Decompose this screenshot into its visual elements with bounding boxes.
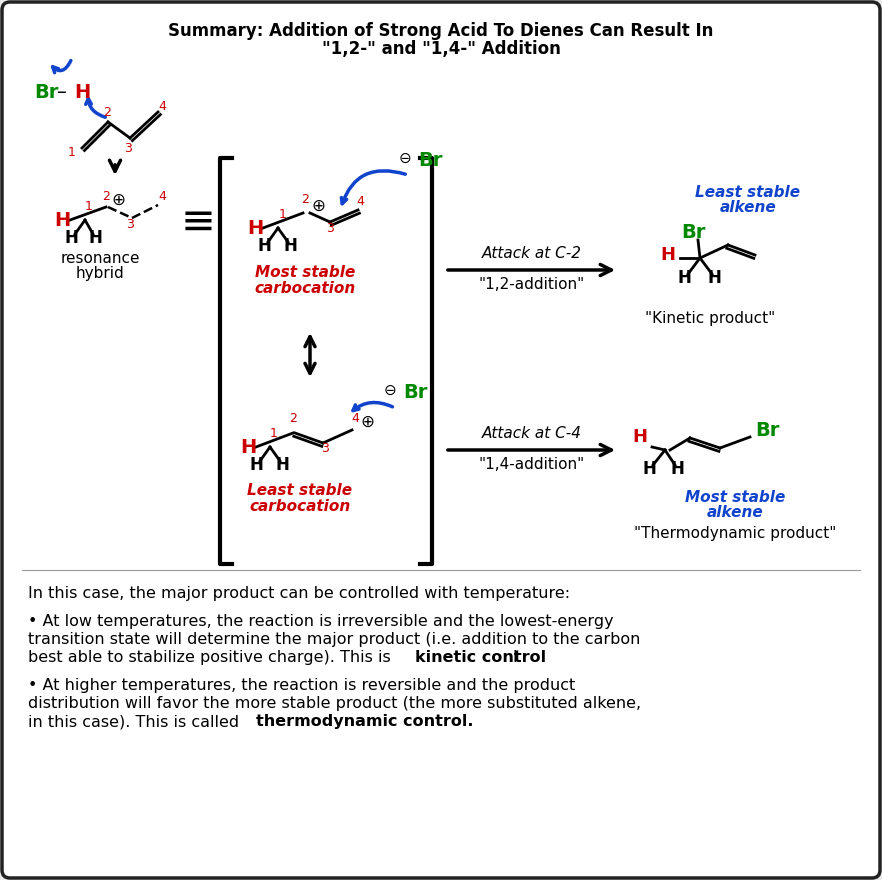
Text: 1: 1 xyxy=(270,427,278,440)
Text: ≡: ≡ xyxy=(181,201,215,243)
Text: 3: 3 xyxy=(326,222,334,235)
Text: H: H xyxy=(88,229,102,247)
Text: 1: 1 xyxy=(85,200,93,213)
Text: ⊕: ⊕ xyxy=(360,413,374,431)
Text: Br: Br xyxy=(755,421,780,439)
Text: 2: 2 xyxy=(103,106,111,119)
Text: ⊖: ⊖ xyxy=(399,151,411,166)
Text: Br: Br xyxy=(403,383,428,402)
Text: "1,2-" and "1,4-" Addition: "1,2-" and "1,4-" Addition xyxy=(322,40,560,58)
Text: • At higher temperatures, the reaction is reversible and the product: • At higher temperatures, the reaction i… xyxy=(28,678,575,693)
Text: alkene: alkene xyxy=(720,200,776,215)
Text: ⊕: ⊕ xyxy=(111,191,125,209)
Text: Most stable: Most stable xyxy=(684,489,785,504)
Text: H: H xyxy=(257,237,271,255)
Text: Summary: Addition of Strong Acid To Dienes Can Result In: Summary: Addition of Strong Acid To Dien… xyxy=(168,22,714,40)
Text: 4: 4 xyxy=(351,412,359,425)
Text: 3: 3 xyxy=(126,218,134,231)
Text: H: H xyxy=(677,269,691,287)
Text: • At low temperatures, the reaction is irreversible and the lowest-energy: • At low temperatures, the reaction is i… xyxy=(28,614,614,629)
Text: In this case, the major product can be controlled with temperature:: In this case, the major product can be c… xyxy=(28,586,570,601)
Text: best able to stabilize positive charge). This is: best able to stabilize positive charge).… xyxy=(28,650,396,665)
Text: Br: Br xyxy=(681,223,706,241)
Text: H: H xyxy=(275,456,289,474)
Text: l.: l. xyxy=(512,650,521,665)
Text: 4: 4 xyxy=(356,195,364,208)
Text: in this case). This is called: in this case). This is called xyxy=(28,714,244,729)
Text: kinetic control: kinetic control xyxy=(415,650,546,665)
Text: H: H xyxy=(670,460,684,478)
Text: "Kinetic product": "Kinetic product" xyxy=(645,311,775,326)
Text: hybrid: hybrid xyxy=(76,266,124,281)
Text: 3: 3 xyxy=(321,442,329,455)
Text: Br: Br xyxy=(418,151,443,170)
Text: distribution will favor the more stable product (the more substituted alkene,: distribution will favor the more stable … xyxy=(28,696,641,711)
Text: H: H xyxy=(283,237,297,255)
Text: carbocation: carbocation xyxy=(250,498,351,514)
Text: 4: 4 xyxy=(158,190,166,203)
Text: H: H xyxy=(74,83,90,101)
Text: H: H xyxy=(661,246,676,264)
Text: H: H xyxy=(64,229,78,247)
Text: transition state will determine the major product (i.e. addition to the carbon: transition state will determine the majo… xyxy=(28,632,640,647)
Text: ⊕: ⊕ xyxy=(311,197,325,215)
Text: Attack at C-4: Attack at C-4 xyxy=(482,426,582,441)
Text: 2: 2 xyxy=(301,193,309,206)
Text: "1,2-addition": "1,2-addition" xyxy=(479,276,585,291)
Text: ⊖: ⊖ xyxy=(384,383,396,398)
Text: H: H xyxy=(240,437,256,457)
Text: H: H xyxy=(642,460,656,478)
Text: H: H xyxy=(54,210,71,230)
Text: 1: 1 xyxy=(279,208,287,221)
Text: H: H xyxy=(632,428,647,446)
Text: 3: 3 xyxy=(124,142,132,155)
Text: H: H xyxy=(249,456,263,474)
Text: resonance: resonance xyxy=(60,251,139,266)
Text: "1,4-addition": "1,4-addition" xyxy=(479,457,585,472)
Text: 4: 4 xyxy=(158,99,166,113)
Text: carbocation: carbocation xyxy=(254,281,355,296)
Text: 1: 1 xyxy=(68,145,76,158)
Text: Attack at C-2: Attack at C-2 xyxy=(482,246,582,260)
Text: "Thermodynamic product": "Thermodynamic product" xyxy=(634,525,836,540)
Text: thermodynamic control.: thermodynamic control. xyxy=(256,714,474,729)
Text: Br: Br xyxy=(34,83,58,101)
Text: Least stable: Least stable xyxy=(695,185,801,200)
Text: 2: 2 xyxy=(102,190,110,203)
Text: alkene: alkene xyxy=(706,504,764,519)
Text: 2: 2 xyxy=(289,412,297,425)
Text: Most stable: Most stable xyxy=(255,265,355,280)
Text: H: H xyxy=(247,218,263,238)
Text: Least stable: Least stable xyxy=(248,482,353,497)
Text: –: – xyxy=(57,83,67,101)
Text: H: H xyxy=(707,269,721,287)
